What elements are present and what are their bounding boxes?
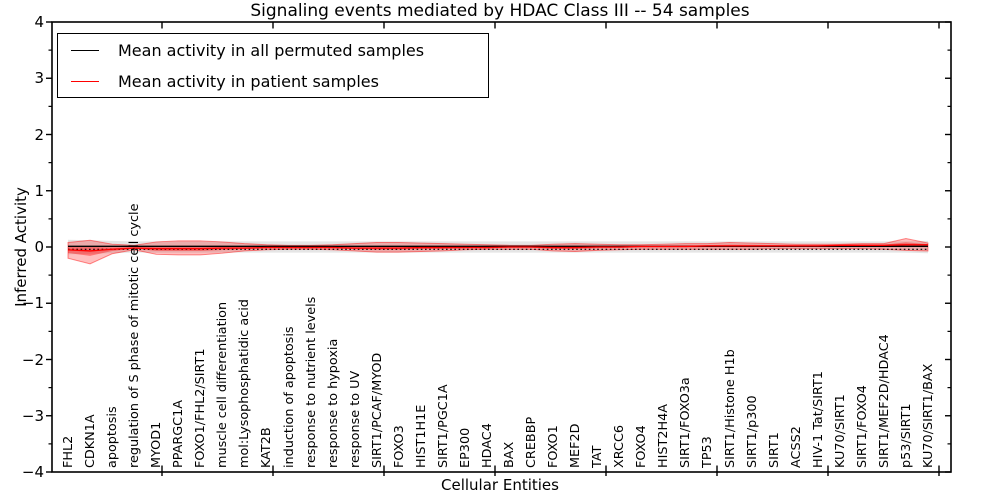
x-tick-label: SIRT1/MEF2D/HDAC4: [876, 334, 892, 468]
x-tick-label: HDAC4: [479, 423, 495, 468]
x-tick-label: FOXO1/FHL2/SIRT1: [193, 348, 209, 468]
x-tick-label: CREBBP: [524, 416, 540, 468]
x-tick-label: BAX: [502, 441, 517, 468]
x-tick-label: KU70/SIRT1/BAX: [920, 363, 936, 468]
chart-title: Signaling events mediated by HDAC Class …: [250, 1, 750, 21]
x-tick-label: FHL2: [61, 435, 76, 468]
y-tick-label: 4: [34, 13, 44, 31]
x-tick-label: apoptosis: [105, 406, 121, 468]
x-tick-label: KU70/SIRT1: [832, 394, 848, 468]
legend-item-label: Mean activity in all permuted samples: [118, 40, 425, 60]
x-tick-label: SIRT1/PGC1A: [435, 384, 451, 468]
y-tick-label: −2: [21, 350, 44, 369]
y-tick-label: 1: [34, 181, 44, 200]
x-axis-label: Cellular Entities: [441, 476, 559, 494]
x-tick-label: regulation of S phase of mitotic cell cy…: [127, 203, 143, 468]
legend-item-label: Mean activity in patient samples: [118, 71, 379, 91]
x-tick-label: ACSS2: [788, 426, 804, 468]
x-tick-label: TAT: [590, 445, 606, 468]
x-tick-label: EP300: [457, 427, 473, 468]
x-tick-label: SIRT1/FOXO3a: [678, 377, 694, 468]
y-tick-label: −3: [21, 406, 44, 425]
x-tick-label: CDKN1A: [83, 414, 99, 468]
legend-item: Mean activity in patient samples: [58, 67, 488, 96]
y-tick-label: 3: [34, 69, 44, 88]
x-tick-label: response to nutrient levels: [303, 296, 319, 468]
y-tick-label: 0: [34, 238, 44, 256]
x-tick-label: SIRT1/p300: [744, 395, 760, 468]
x-tick-label: SIRT1/Histone H1b: [722, 349, 738, 468]
x-tick-label: muscle cell differentiation: [215, 301, 231, 468]
x-tick-label: response to UV: [347, 370, 363, 468]
x-tick-label: MEF2D: [568, 423, 584, 468]
x-tick-label: SIRT1/FOXO4: [854, 385, 870, 468]
x-tick-label: response to hypoxia: [325, 338, 341, 468]
x-tick-label: mol:Lysophosphatidic acid: [237, 299, 253, 468]
x-tick-label: KAT2B: [259, 427, 275, 468]
x-tick-label: induction of apoptosis: [281, 326, 297, 468]
x-tick-label: HIST1H1E: [413, 404, 429, 468]
patient-mean-line: [67, 244, 928, 252]
y-tick-label: −1: [21, 294, 44, 313]
x-tick-label: SIRT1: [766, 432, 782, 468]
x-tick-label: HIV-1 Tat/SIRT1: [810, 371, 826, 468]
patient-band: [67, 238, 929, 265]
x-tick-label: p53/SIRT1: [898, 403, 914, 468]
legend-item: Mean activity in all permuted samples: [58, 36, 488, 65]
y-tick-label: −4: [21, 463, 44, 481]
x-tick-label: FOXO4: [634, 425, 650, 468]
legend-line-icon: [71, 50, 99, 51]
legend-line-icon: [71, 81, 99, 82]
x-tick-label: FOXO3: [391, 425, 407, 468]
x-tick-label: HIST2H4A: [656, 404, 672, 468]
y-tick-label: 2: [34, 125, 44, 144]
x-tick-label: PPARGC1A: [171, 399, 187, 468]
legend: Mean activity in all permuted samples Me…: [57, 33, 489, 98]
x-tick-label: XRCC6: [612, 424, 628, 468]
x-tick-label: TP53: [700, 436, 716, 468]
x-tick-label: MYOD1: [149, 421, 165, 468]
x-tick-label: FOXO1: [546, 425, 562, 468]
x-tick-label: SIRT1/PCAF/MYOD: [369, 352, 385, 468]
